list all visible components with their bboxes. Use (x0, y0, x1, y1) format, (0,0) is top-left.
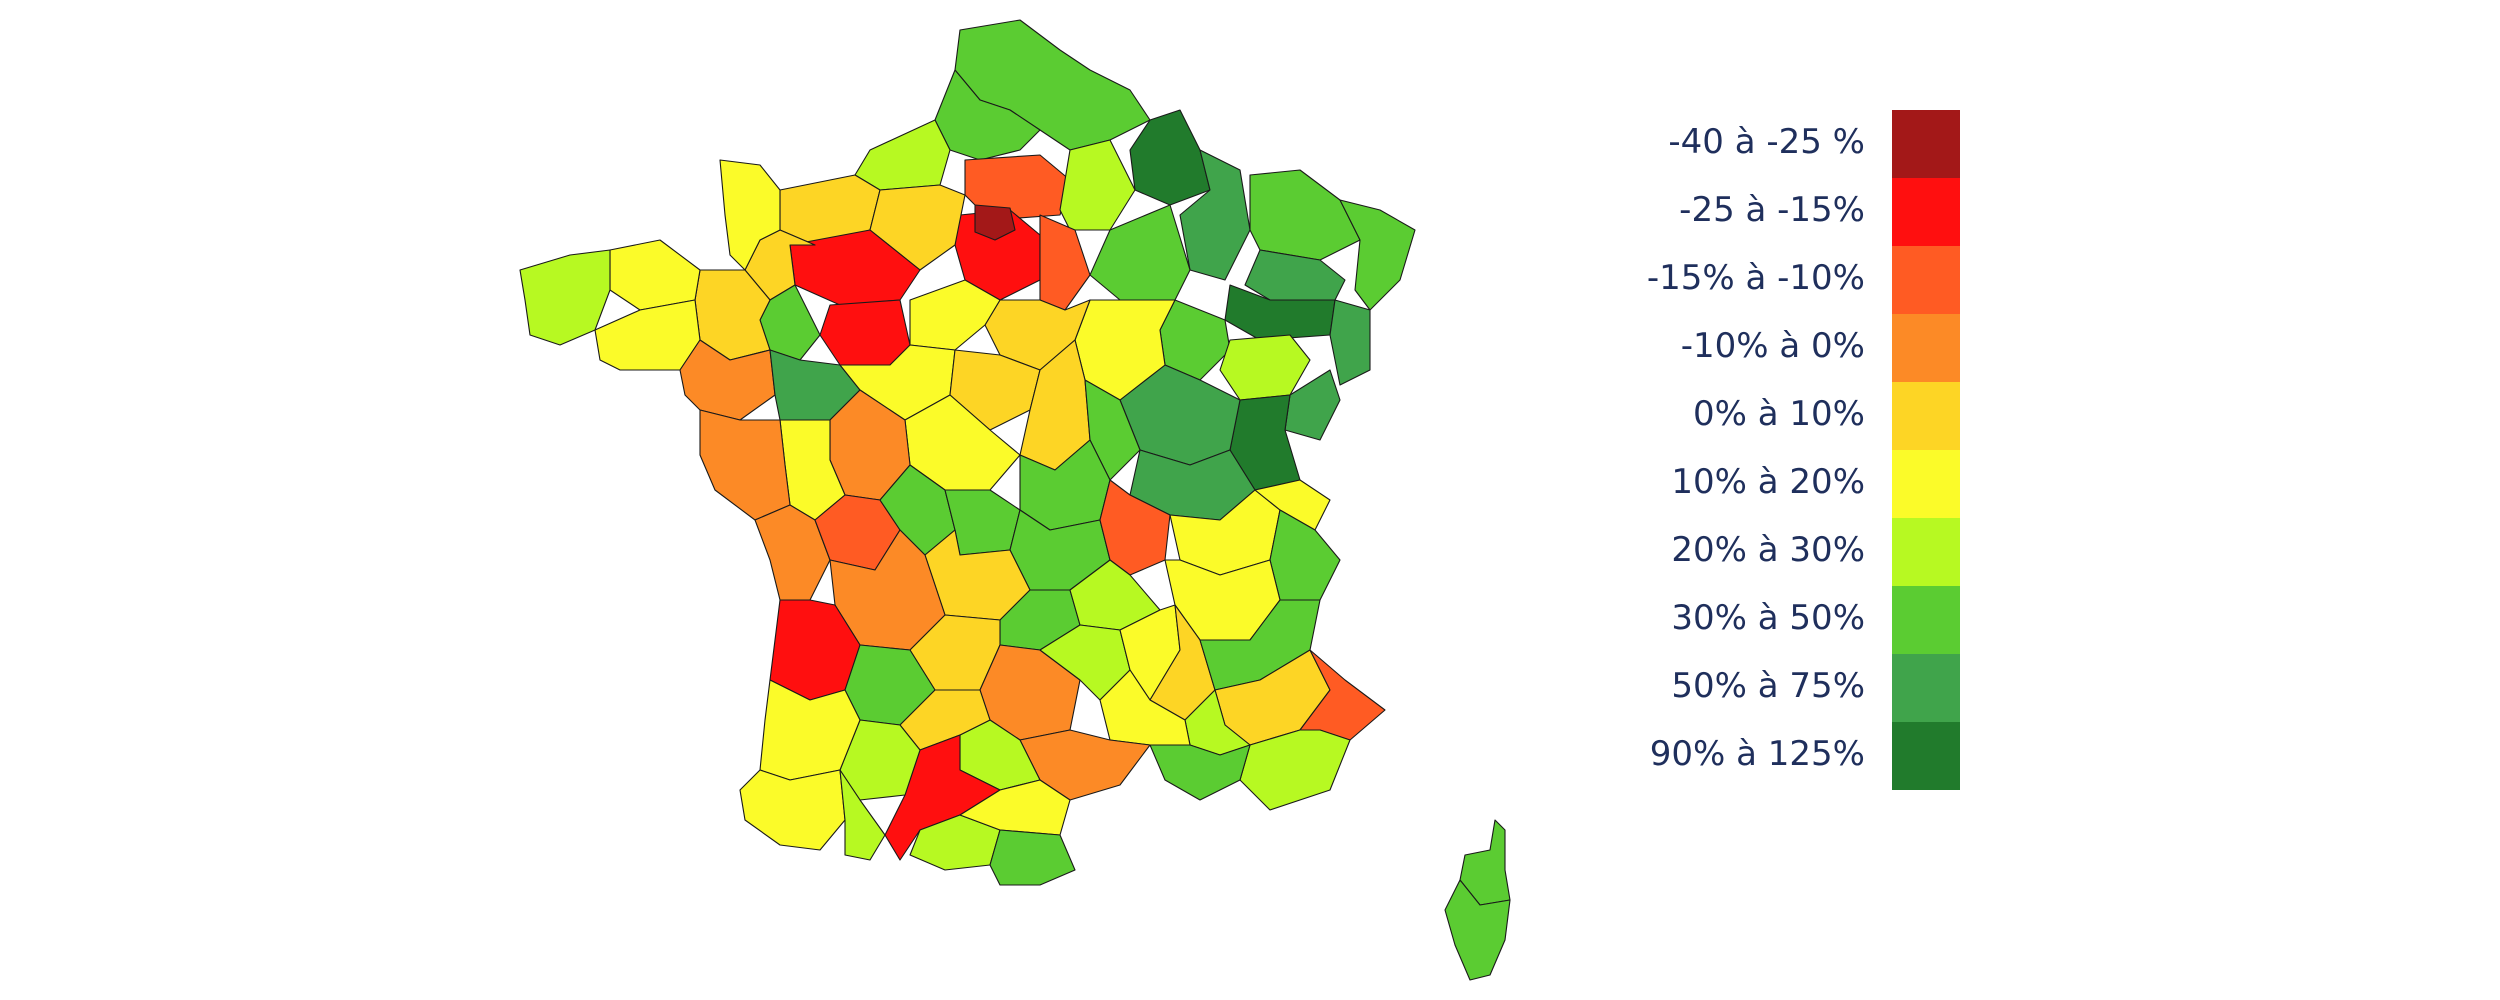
dept-corse-du-sud (1444, 879, 1511, 981)
dept-aisne (1129, 109, 1211, 206)
legend: -40 à -25 % -25 à -15% -15% à -10% -10% à 0… (1600, 110, 1960, 800)
legend-label: -10% à 0% (1680, 326, 1865, 366)
dept-morbihan (594, 299, 701, 371)
dept-meurthe (1244, 249, 1346, 301)
legend-label: 90% à 125% (1649, 734, 1865, 774)
dept-manche (719, 159, 781, 271)
legend-swatch (1892, 178, 1960, 246)
dept-bouches-du-rhone (1149, 744, 1251, 801)
legend-swatch (1892, 586, 1960, 654)
dept-moselle (1249, 169, 1361, 261)
dept-nievre (1084, 379, 1141, 481)
dept-sarthe (819, 299, 911, 366)
dept-paris (974, 204, 1016, 241)
legend-swatch (1892, 110, 1960, 178)
dept-vendee (699, 409, 791, 521)
legend-item: 20% à 30% (1600, 518, 1960, 586)
dept-haute-saone (1219, 334, 1311, 401)
legend-label: -15% à -10% (1646, 258, 1865, 298)
legend-label: 10% à 20% (1671, 462, 1865, 502)
dept-charente-maritime (754, 504, 831, 601)
dept-var (1239, 729, 1351, 811)
dept-meuse (1179, 149, 1251, 281)
legend-swatch (1892, 314, 1960, 382)
legend-label: -40 à -25 % (1668, 122, 1865, 162)
legend-label: 0% à 10% (1693, 394, 1865, 434)
legend-swatch (1892, 246, 1960, 314)
legend-item: -15% à -10% (1600, 246, 1960, 314)
legend-item: -10% à 0% (1600, 314, 1960, 382)
dept-hautes-pyrenees (839, 769, 886, 861)
legend-item: 30% à 50% (1600, 586, 1960, 654)
legend-item: 10% à 20% (1600, 450, 1960, 518)
legend-label: -25 à -15% (1679, 190, 1865, 230)
legend-item: 50% à 75% (1600, 654, 1960, 722)
departments-layer (519, 19, 1511, 981)
legend-label: 50% à 75% (1671, 666, 1865, 706)
legend-item: -25 à -15% (1600, 178, 1960, 246)
legend-label: 20% à 30% (1671, 530, 1865, 570)
legend-swatch (1892, 518, 1960, 586)
dept-pyrenees-atlantiques (739, 769, 846, 851)
legend-swatch (1892, 450, 1960, 518)
dept-bas-rhin (1339, 199, 1416, 311)
dept-cotes-darmor (609, 239, 701, 311)
legend-item: -40 à -25 % (1600, 110, 1960, 178)
dept-loire (1099, 479, 1171, 576)
legend-item: 90% à 125% (1600, 722, 1960, 790)
dept-haut-rhin (1329, 299, 1371, 386)
dept-somme (854, 119, 951, 191)
dept-pyrenees-orientales (989, 829, 1076, 886)
legend-swatch (1892, 722, 1960, 790)
legend-swatch (1892, 654, 1960, 722)
legend-item: 0% à 10% (1600, 382, 1960, 450)
legend-swatch (1892, 382, 1960, 450)
legend-label: 30% à 50% (1671, 598, 1865, 638)
dept-haute-savoie (1254, 479, 1331, 531)
dept-marne (1059, 139, 1136, 231)
